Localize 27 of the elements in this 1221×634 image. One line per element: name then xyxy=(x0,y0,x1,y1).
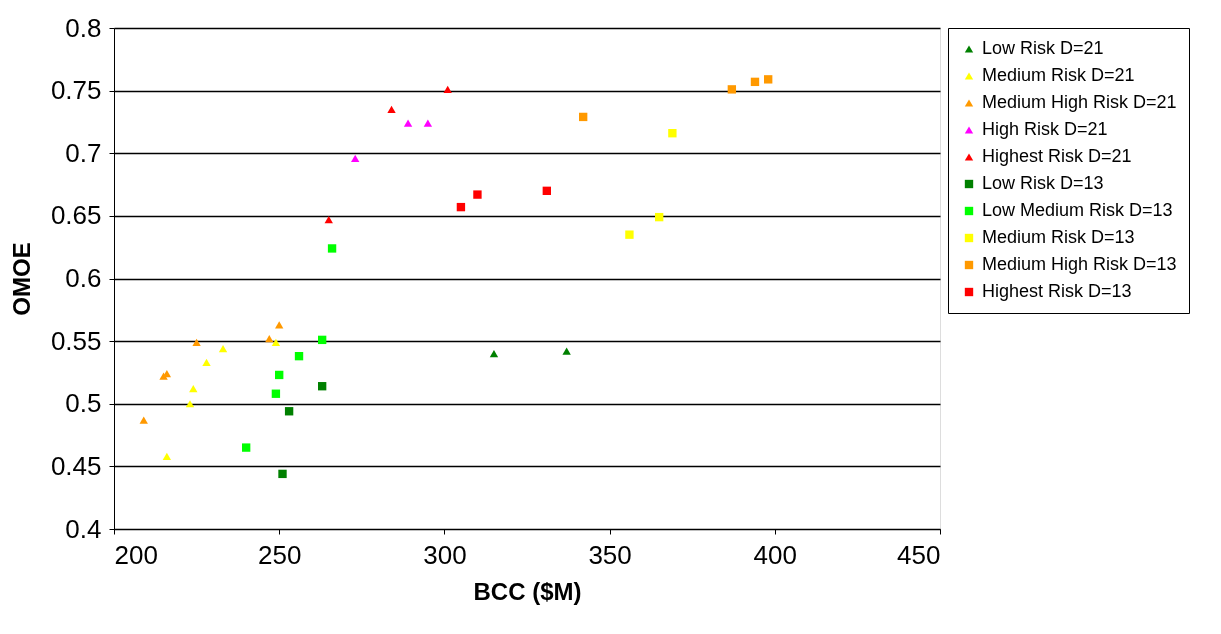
legend-label: Low Medium Risk D=13 xyxy=(982,200,1173,220)
x-tick-label: 250 xyxy=(258,539,302,570)
x-tick-label: 400 xyxy=(753,539,797,570)
x-tick-label: 450 xyxy=(897,539,941,570)
legend-label: Highest Risk D=13 xyxy=(982,281,1132,301)
y-tick-label: 0.8 xyxy=(65,12,102,43)
x-tick-label: 300 xyxy=(423,539,467,570)
legend-label: Medium High Risk D=13 xyxy=(982,254,1177,274)
y-tick-label: 0.55 xyxy=(50,325,102,356)
legend-label: Low Risk D=13 xyxy=(982,173,1104,193)
y-tick-label: 0.75 xyxy=(50,75,102,106)
y-tick-label: 0.4 xyxy=(65,513,102,544)
legend-label: Medium High Risk D=21 xyxy=(982,92,1177,112)
legend-label: Highest Risk D=21 xyxy=(982,146,1132,166)
x-tick-label: 350 xyxy=(588,539,632,570)
y-axis-title: OMOE xyxy=(7,242,35,316)
legend-label: Low Risk D=21 xyxy=(982,38,1104,58)
legend-label: High Risk D=21 xyxy=(982,119,1108,139)
y-tick-label: 0.65 xyxy=(50,200,102,231)
y-tick-label: 0.7 xyxy=(65,137,102,168)
legend-label: Medium Risk D=13 xyxy=(982,227,1135,247)
x-axis-title: BCC ($M) xyxy=(473,577,582,605)
x-tick-label: 200 xyxy=(114,539,158,570)
y-tick-label: 0.45 xyxy=(50,450,102,481)
y-tick-label: 0.6 xyxy=(65,263,102,293)
legend-label: Medium Risk D=21 xyxy=(982,65,1135,85)
y-tick-label: 0.5 xyxy=(65,388,102,419)
